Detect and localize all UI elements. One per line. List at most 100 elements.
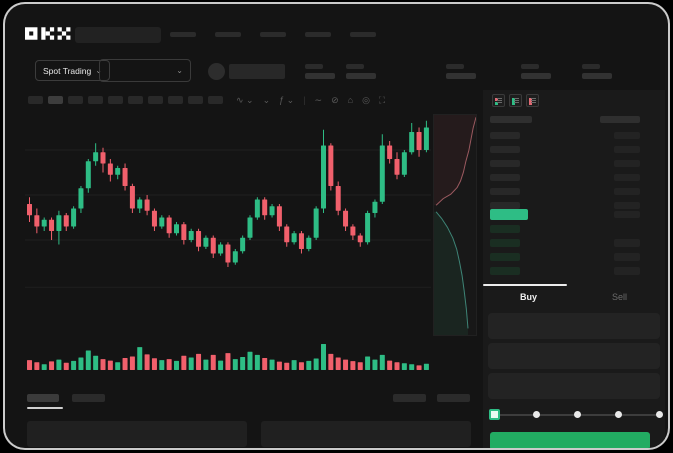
volume-bar bbox=[159, 360, 165, 370]
volume-bar bbox=[357, 362, 363, 370]
tab-sell[interactable]: Sell bbox=[611, 292, 627, 302]
market-type-selector[interactable]: Spot Trading ⌄ bbox=[35, 60, 110, 81]
ask-row-price[interactable] bbox=[490, 202, 520, 209]
candle-body bbox=[291, 233, 297, 243]
candle-body bbox=[85, 161, 91, 189]
slider-step-dot[interactable] bbox=[656, 411, 663, 418]
volume-bar bbox=[394, 362, 400, 370]
nav-item-placeholder[interactable] bbox=[170, 32, 196, 37]
bottom-tab-active-placeholder[interactable] bbox=[27, 394, 59, 402]
tab-buy[interactable]: Buy bbox=[519, 292, 537, 302]
nav-item-placeholder[interactable] bbox=[260, 32, 286, 37]
timeframe-button[interactable] bbox=[208, 96, 223, 104]
book-combined-icon[interactable] bbox=[492, 94, 505, 107]
volume-bar bbox=[210, 354, 216, 370]
order-total-input[interactable] bbox=[488, 373, 660, 399]
timeframe-button[interactable] bbox=[168, 96, 183, 104]
bid-row-amount[interactable] bbox=[614, 267, 640, 275]
volume-bar bbox=[225, 353, 231, 370]
order-price-input[interactable] bbox=[488, 313, 660, 339]
screenshot-icon[interactable]: ⌂ bbox=[347, 95, 354, 105]
nav-item-placeholder[interactable] bbox=[350, 32, 376, 37]
nav-item-placeholder[interactable] bbox=[305, 32, 331, 37]
candle-body bbox=[343, 210, 349, 227]
ask-row-price[interactable] bbox=[490, 174, 520, 181]
ask-row-price[interactable] bbox=[490, 146, 520, 153]
book-asks-only-icon[interactable] bbox=[526, 94, 539, 107]
bid-row-price[interactable] bbox=[490, 253, 520, 261]
timeframe-button[interactable] bbox=[88, 96, 103, 104]
depth-ask-area bbox=[434, 115, 476, 206]
pair-selector[interactable]: ⌄ bbox=[99, 59, 191, 82]
ask-row-price[interactable] bbox=[490, 132, 520, 139]
candle-body bbox=[203, 237, 209, 247]
candle-body bbox=[151, 210, 157, 227]
volume-bar bbox=[100, 359, 106, 370]
last-price-badge[interactable] bbox=[490, 209, 528, 220]
chart-settings-icon[interactable]: ◎ bbox=[362, 95, 370, 105]
compare-chevron-icon[interactable]: ⌄ bbox=[262, 95, 271, 105]
bid-row-amount[interactable] bbox=[614, 239, 640, 247]
ask-row-amount[interactable] bbox=[614, 202, 640, 209]
ask-row-amount[interactable] bbox=[614, 132, 640, 139]
fullscreen-icon[interactable]: ⛶ bbox=[378, 95, 386, 105]
order-amount-input[interactable] bbox=[488, 343, 660, 369]
candle-body bbox=[196, 231, 202, 247]
candle-body bbox=[225, 244, 231, 263]
bottom-tab-placeholder[interactable] bbox=[72, 394, 105, 402]
search-input[interactable] bbox=[75, 27, 161, 43]
timeframe-button[interactable] bbox=[108, 96, 123, 104]
timeframe-button[interactable] bbox=[28, 96, 43, 104]
bid-row-price[interactable] bbox=[490, 239, 520, 247]
ask-row-amount[interactable] bbox=[614, 174, 640, 181]
timeframe-button[interactable] bbox=[68, 96, 83, 104]
slider-step-dot[interactable] bbox=[574, 411, 581, 418]
indicators-icon[interactable]: ƒ ⌄ bbox=[279, 95, 295, 105]
slider-step-dot[interactable] bbox=[533, 411, 540, 418]
okx-logo[interactable] bbox=[25, 27, 71, 40]
slider-step-dot[interactable] bbox=[615, 411, 622, 418]
depth-chart bbox=[433, 114, 477, 336]
candle-body bbox=[254, 199, 260, 218]
timeframe-button[interactable] bbox=[128, 96, 143, 104]
buy-submit-button[interactable] bbox=[490, 432, 650, 448]
candle-body bbox=[401, 152, 407, 175]
slider-handle[interactable] bbox=[489, 409, 500, 420]
timeframe-button[interactable] bbox=[148, 96, 163, 104]
candle-body bbox=[313, 208, 319, 238]
nav-item-placeholder[interactable] bbox=[215, 32, 241, 37]
volume-bar bbox=[129, 356, 135, 370]
trendline-icon[interactable]: ∼ bbox=[314, 95, 323, 105]
price-chart[interactable] bbox=[25, 114, 431, 340]
candle-body bbox=[262, 199, 268, 216]
bottom-action-placeholder[interactable] bbox=[437, 394, 470, 402]
volume-bar bbox=[203, 359, 209, 370]
drawing-tools-icon[interactable]: ⊘ bbox=[331, 95, 339, 105]
chart-style-icon[interactable]: ∿ ⌄ bbox=[236, 95, 254, 105]
timeframe-button[interactable] bbox=[188, 96, 203, 104]
candle-body bbox=[181, 224, 187, 240]
ask-row-amount[interactable] bbox=[614, 188, 640, 195]
amount-slider[interactable] bbox=[483, 406, 665, 424]
candle-body bbox=[328, 145, 334, 186]
orderbook-view-toggles bbox=[492, 94, 539, 107]
volume-bar bbox=[313, 358, 319, 370]
candle-body bbox=[423, 127, 429, 150]
bid-row-price[interactable] bbox=[490, 267, 520, 275]
volume-bar bbox=[416, 365, 422, 370]
bid-row-price[interactable] bbox=[490, 225, 520, 233]
volume-bar bbox=[122, 358, 128, 370]
ask-row-price[interactable] bbox=[490, 160, 520, 167]
volume-bar bbox=[343, 359, 349, 370]
volume-bar bbox=[196, 353, 202, 370]
timeframe-button-active[interactable] bbox=[48, 96, 63, 104]
bottom-action-placeholder[interactable] bbox=[393, 394, 426, 402]
ask-row-amount[interactable] bbox=[614, 160, 640, 167]
book-bids-only-icon[interactable] bbox=[509, 94, 522, 107]
volume-bar bbox=[115, 362, 121, 370]
ask-row-price[interactable] bbox=[490, 188, 520, 195]
volume-bar bbox=[291, 360, 297, 370]
bid-row-amount[interactable] bbox=[614, 253, 640, 261]
ask-row-amount[interactable] bbox=[614, 146, 640, 153]
bottom-tab-underline bbox=[27, 407, 63, 409]
